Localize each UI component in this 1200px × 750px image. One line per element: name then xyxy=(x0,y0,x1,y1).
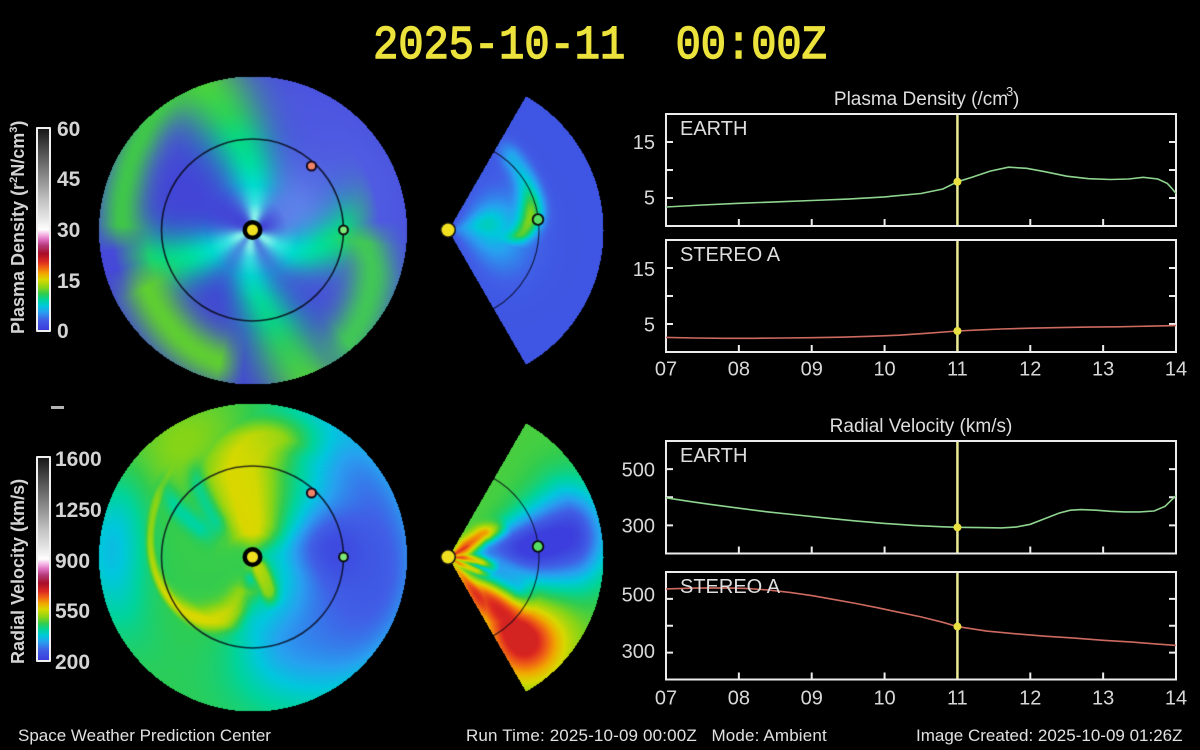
svg-text:15: 15 xyxy=(633,259,655,281)
svg-text:300: 300 xyxy=(622,516,655,538)
svg-text:07: 07 xyxy=(655,359,677,381)
svg-text:3: 3 xyxy=(1006,84,1013,99)
svg-text:Plasma Density (/cm: Plasma Density (/cm xyxy=(834,89,1008,110)
svg-text:500: 500 xyxy=(622,584,655,606)
svg-text:11: 11 xyxy=(947,359,968,381)
svg-text:500: 500 xyxy=(622,459,655,481)
svg-text:STEREO A: STEREO A xyxy=(680,244,781,266)
svg-text:5: 5 xyxy=(644,314,655,336)
svg-text:12: 12 xyxy=(1019,359,1041,381)
svg-text:15: 15 xyxy=(633,132,655,154)
svg-text:14: 14 xyxy=(1165,688,1187,710)
svg-text:09: 09 xyxy=(801,688,823,710)
svg-text:EARTH: EARTH xyxy=(680,118,747,140)
svg-text:07: 07 xyxy=(655,688,677,710)
svg-text:): ) xyxy=(1013,89,1019,110)
svg-text:12: 12 xyxy=(1019,688,1041,710)
svg-text:08: 08 xyxy=(728,359,750,381)
svg-text:10: 10 xyxy=(873,359,895,381)
svg-text:5: 5 xyxy=(644,187,655,209)
svg-text:300: 300 xyxy=(622,641,655,663)
svg-text:13: 13 xyxy=(1092,688,1114,710)
svg-text:STEREO A: STEREO A xyxy=(680,576,781,598)
svg-text:EARTH: EARTH xyxy=(680,445,747,467)
svg-text:13: 13 xyxy=(1092,359,1114,381)
svg-text:09: 09 xyxy=(801,359,823,381)
svg-text:Radial Velocity (km/s): Radial Velocity (km/s) xyxy=(830,416,1013,437)
svg-text:14: 14 xyxy=(1165,359,1187,381)
svg-text:08: 08 xyxy=(728,688,750,710)
svg-text:11: 11 xyxy=(947,688,968,710)
svg-text:10: 10 xyxy=(873,688,895,710)
